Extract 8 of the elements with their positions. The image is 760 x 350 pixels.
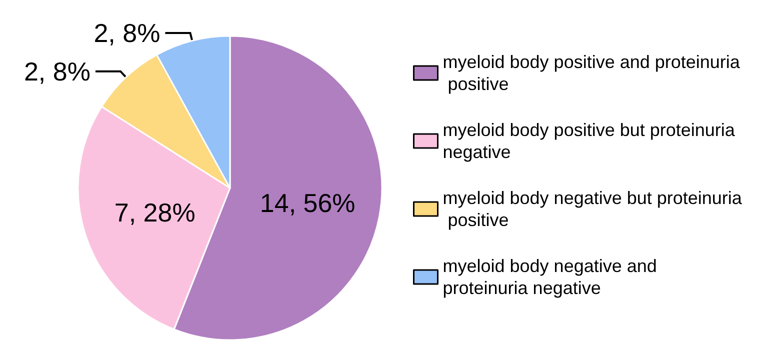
legend-label: myeloid body positive and proteinuria positive: [442, 52, 741, 94]
data-label: 7, 28%: [114, 197, 196, 228]
data-label: 14, 56%: [260, 188, 356, 218]
data-label: 2, 8%: [94, 18, 160, 48]
legend-label: myeloid body negative but proteinuria positive: [442, 188, 743, 230]
legend-label: myeloid body positive but proteinuria negative: [442, 120, 740, 162]
data-label: 2, 8%: [24, 56, 90, 86]
legend-label: myeloid body negative and proteinuria negative: [442, 256, 662, 298]
